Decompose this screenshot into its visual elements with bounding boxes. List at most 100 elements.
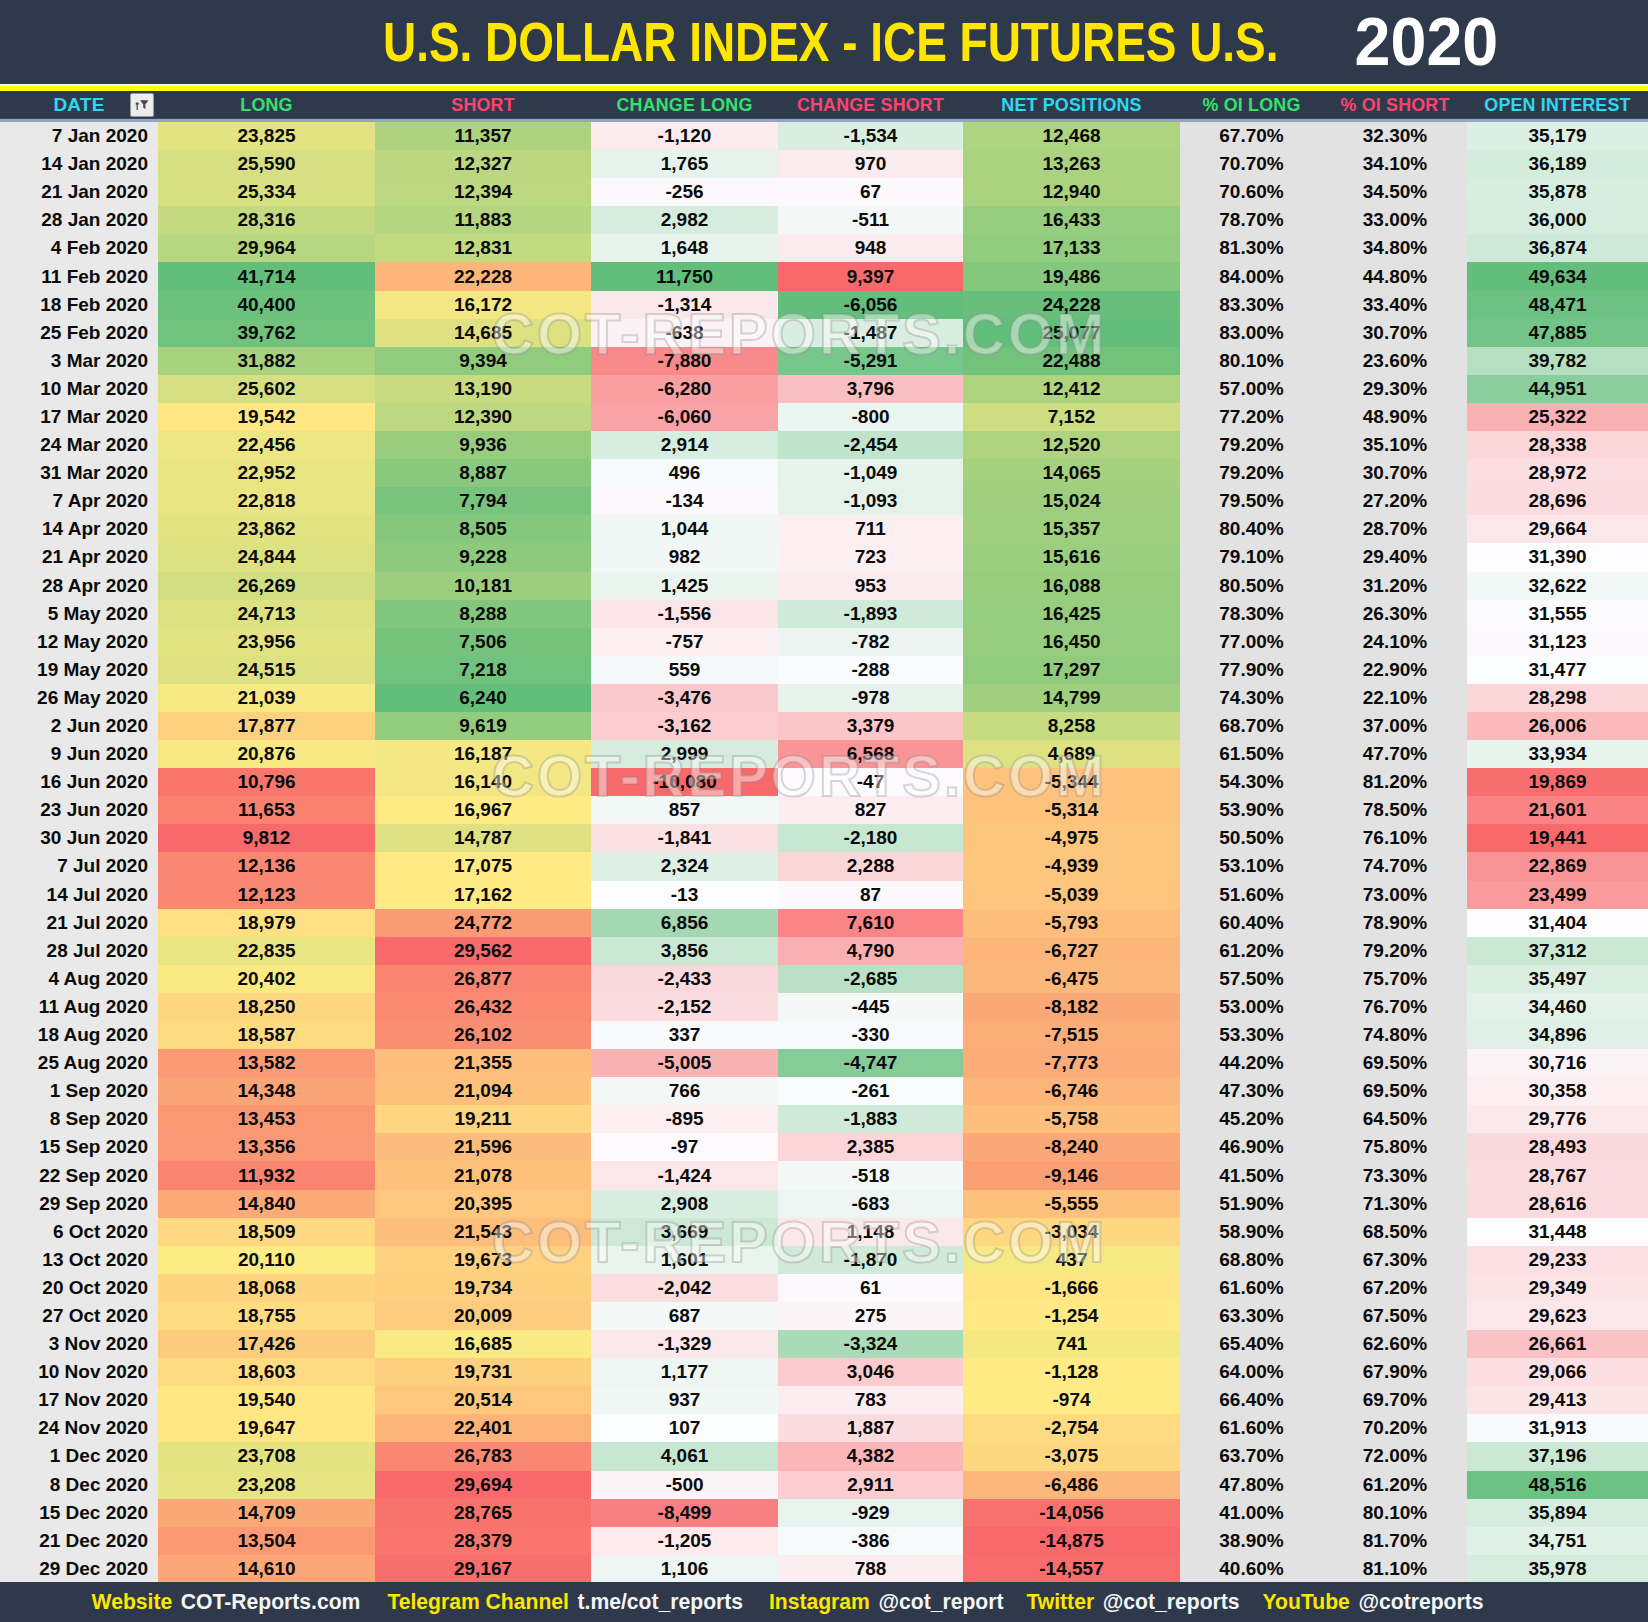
pct-oi-short-cell[interactable]: 75.80% (1323, 1133, 1467, 1161)
change-short-cell[interactable]: -5,291 (778, 347, 963, 375)
open-interest-cell[interactable]: 28,338 (1467, 431, 1648, 459)
pct-oi-short-cell[interactable]: 67.50% (1323, 1302, 1467, 1330)
net-positions-cell[interactable]: -2,754 (963, 1414, 1180, 1442)
change-long-cell[interactable]: -3,476 (591, 684, 778, 712)
date-cell[interactable]: 21 Jan 2020 (0, 178, 158, 206)
pct-oi-short-cell[interactable]: 67.90% (1323, 1358, 1467, 1386)
change-long-cell[interactable]: 2,908 (591, 1190, 778, 1218)
open-interest-cell[interactable]: 49,634 (1467, 262, 1648, 290)
net-positions-cell[interactable]: 13,263 (963, 150, 1180, 178)
net-positions-cell[interactable]: 16,088 (963, 572, 1180, 600)
open-interest-cell[interactable]: 28,767 (1467, 1161, 1648, 1189)
change-long-cell[interactable]: 982 (591, 543, 778, 571)
date-cell[interactable]: 21 Jul 2020 (0, 909, 158, 937)
date-cell[interactable]: 21 Apr 2020 (0, 543, 158, 571)
open-interest-cell[interactable]: 29,349 (1467, 1274, 1648, 1302)
long-cell[interactable]: 23,956 (158, 628, 375, 656)
open-interest-cell[interactable]: 29,413 (1467, 1386, 1648, 1414)
open-interest-cell[interactable]: 31,913 (1467, 1414, 1648, 1442)
net-positions-cell[interactable]: 22,488 (963, 347, 1180, 375)
pct-oi-long-cell[interactable]: 78.30% (1180, 600, 1323, 628)
pct-oi-long-cell[interactable]: 61.50% (1180, 740, 1323, 768)
pct-oi-short-cell[interactable]: 61.20% (1323, 1471, 1467, 1499)
change-short-cell[interactable]: -1,049 (778, 459, 963, 487)
pct-oi-short-cell[interactable]: 71.30% (1323, 1190, 1467, 1218)
change-long-cell[interactable]: 2,914 (591, 431, 778, 459)
net-positions-cell[interactable]: 7,152 (963, 403, 1180, 431)
pct-oi-short-cell[interactable]: 79.20% (1323, 937, 1467, 965)
change-long-cell[interactable]: 107 (591, 1414, 778, 1442)
open-interest-cell[interactable]: 31,390 (1467, 543, 1648, 571)
pct-oi-long-cell[interactable]: 47.30% (1180, 1077, 1323, 1105)
change-long-cell[interactable]: -2,433 (591, 965, 778, 993)
date-cell[interactable]: 30 Jun 2020 (0, 824, 158, 852)
pct-oi-short-cell[interactable]: 30.70% (1323, 459, 1467, 487)
change-long-cell[interactable]: -1,329 (591, 1330, 778, 1358)
short-cell[interactable]: 21,543 (375, 1218, 591, 1246)
column-header-open-interest[interactable]: OPEN INTEREST (1472, 94, 1642, 116)
change-short-cell[interactable]: -6,056 (778, 291, 963, 319)
date-cell[interactable]: 11 Aug 2020 (0, 993, 158, 1021)
change-long-cell[interactable]: -97 (591, 1133, 778, 1161)
net-positions-cell[interactable]: 12,468 (963, 122, 1180, 150)
long-cell[interactable]: 18,068 (158, 1274, 375, 1302)
pct-oi-long-cell[interactable]: 53.30% (1180, 1021, 1323, 1049)
pct-oi-short-cell[interactable]: 28.70% (1323, 515, 1467, 543)
short-cell[interactable]: 16,685 (375, 1330, 591, 1358)
long-cell[interactable]: 18,250 (158, 993, 375, 1021)
open-interest-cell[interactable]: 35,978 (1467, 1555, 1648, 1583)
open-interest-cell[interactable]: 34,896 (1467, 1021, 1648, 1049)
date-cell[interactable]: 8 Sep 2020 (0, 1105, 158, 1133)
open-interest-cell[interactable]: 37,312 (1467, 937, 1648, 965)
long-cell[interactable]: 18,587 (158, 1021, 375, 1049)
pct-oi-short-cell[interactable]: 67.30% (1323, 1246, 1467, 1274)
pct-oi-long-cell[interactable]: 53.00% (1180, 993, 1323, 1021)
long-cell[interactable]: 25,334 (158, 178, 375, 206)
open-interest-cell[interactable]: 31,555 (1467, 600, 1648, 628)
pct-oi-long-cell[interactable]: 41.50% (1180, 1161, 1323, 1189)
pct-oi-long-cell[interactable]: 54.30% (1180, 768, 1323, 796)
open-interest-cell[interactable]: 36,189 (1467, 150, 1648, 178)
long-cell[interactable]: 19,540 (158, 1386, 375, 1414)
long-cell[interactable]: 21,039 (158, 684, 375, 712)
open-interest-cell[interactable]: 26,661 (1467, 1330, 1648, 1358)
short-cell[interactable]: 26,877 (375, 965, 591, 993)
long-cell[interactable]: 39,762 (158, 319, 375, 347)
change-long-cell[interactable]: -13 (591, 881, 778, 909)
change-long-cell[interactable]: -256 (591, 178, 778, 206)
long-cell[interactable]: 19,542 (158, 403, 375, 431)
footer-telegram-link[interactable]: t.me/cot_reports (577, 1589, 742, 1615)
date-cell[interactable]: 17 Nov 2020 (0, 1386, 158, 1414)
pct-oi-short-cell[interactable]: 29.40% (1323, 543, 1467, 571)
short-cell[interactable]: 14,787 (375, 824, 591, 852)
pct-oi-long-cell[interactable]: 51.90% (1180, 1190, 1323, 1218)
change-short-cell[interactable]: 711 (778, 515, 963, 543)
change-long-cell[interactable]: 6,856 (591, 909, 778, 937)
change-long-cell[interactable]: 11,750 (591, 262, 778, 290)
short-cell[interactable]: 26,432 (375, 993, 591, 1021)
open-interest-cell[interactable]: 36,000 (1467, 206, 1648, 234)
date-cell[interactable]: 7 Jul 2020 (0, 852, 158, 880)
date-cell[interactable]: 27 Oct 2020 (0, 1302, 158, 1330)
net-positions-cell[interactable]: -5,758 (963, 1105, 1180, 1133)
change-long-cell[interactable]: 2,324 (591, 852, 778, 880)
change-long-cell[interactable]: -757 (591, 628, 778, 656)
open-interest-cell[interactable]: 22,869 (1467, 852, 1648, 880)
open-interest-cell[interactable]: 35,878 (1467, 178, 1648, 206)
open-interest-cell[interactable]: 36,874 (1467, 234, 1648, 262)
pct-oi-short-cell[interactable]: 34.80% (1323, 234, 1467, 262)
pct-oi-short-cell[interactable]: 75.70% (1323, 965, 1467, 993)
change-long-cell[interactable]: 1,648 (591, 234, 778, 262)
open-interest-cell[interactable]: 35,894 (1467, 1499, 1648, 1527)
pct-oi-long-cell[interactable]: 41.00% (1180, 1499, 1323, 1527)
change-short-cell[interactable]: 2,385 (778, 1133, 963, 1161)
pct-oi-short-cell[interactable]: 69.50% (1323, 1049, 1467, 1077)
change-long-cell[interactable]: -10,080 (591, 768, 778, 796)
pct-oi-long-cell[interactable]: 50.50% (1180, 824, 1323, 852)
pct-oi-long-cell[interactable]: 38.90% (1180, 1527, 1323, 1555)
pct-oi-short-cell[interactable]: 81.10% (1323, 1555, 1467, 1583)
short-cell[interactable]: 21,355 (375, 1049, 591, 1077)
date-cell[interactable]: 25 Aug 2020 (0, 1049, 158, 1077)
short-cell[interactable]: 16,187 (375, 740, 591, 768)
net-positions-cell[interactable]: -5,344 (963, 768, 1180, 796)
